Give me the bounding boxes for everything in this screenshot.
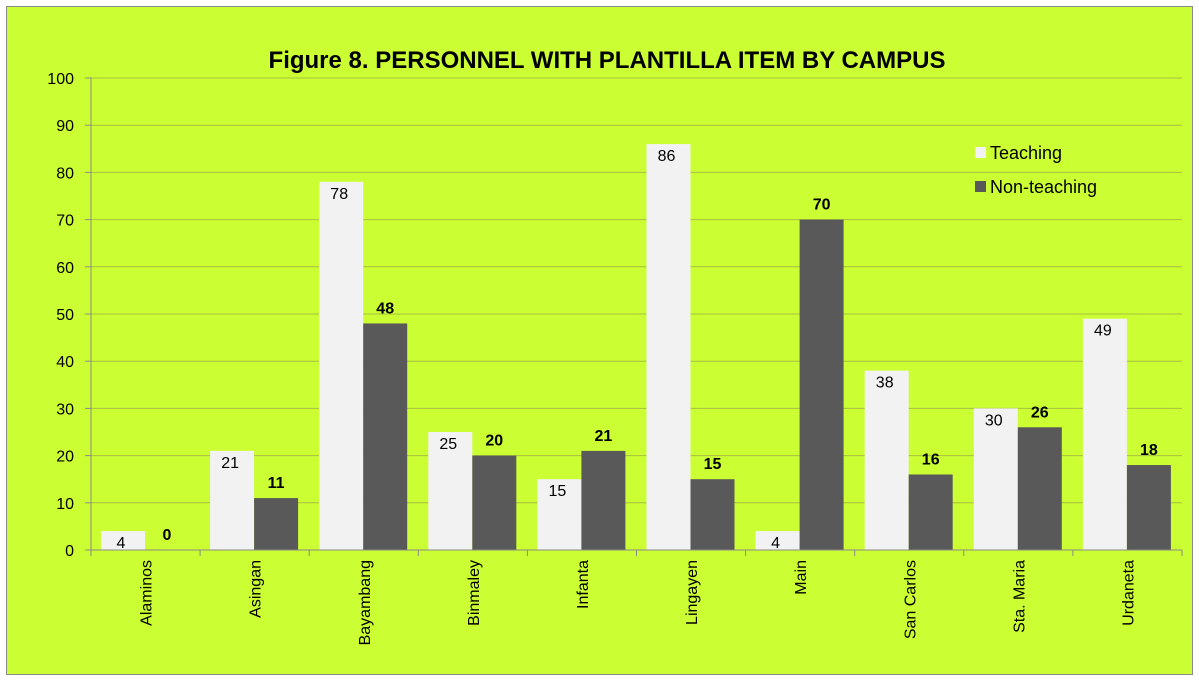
data-label-non-teaching-bayambang: 48 xyxy=(376,300,394,317)
bar-non-teaching-bayambang xyxy=(363,323,408,550)
data-label-non-teaching-alaminos: 0 xyxy=(163,527,172,544)
bar-non-teaching-infanta xyxy=(581,450,626,550)
bar-teaching-bayambang xyxy=(319,181,364,550)
x-tick-label-sta-maria: Sta. Maria xyxy=(1011,560,1028,633)
data-label-teaching-urdaneta: 49 xyxy=(1094,323,1112,340)
data-label-teaching-sta-maria: 30 xyxy=(985,412,1003,429)
data-label-teaching-san-carlos: 38 xyxy=(876,375,894,392)
y-tick-label-40: 40 xyxy=(56,354,74,371)
data-label-non-teaching-main: 70 xyxy=(813,197,831,214)
x-tick-label-main: Main xyxy=(793,560,810,595)
bar-non-teaching-binmaley xyxy=(472,455,517,550)
bar-teaching-infanta xyxy=(537,479,582,550)
chart-title: Figure 8. PERSONNEL WITH PLANTILLA ITEM … xyxy=(269,47,946,74)
bars xyxy=(101,144,1171,551)
data-label-teaching-binmaley: 25 xyxy=(439,436,457,453)
bar-teaching-alaminos xyxy=(101,531,145,550)
chart-background xyxy=(6,6,1193,675)
data-label-non-teaching-infanta: 21 xyxy=(595,428,613,445)
y-tick-label-80: 80 xyxy=(56,165,74,182)
x-tick-label-urdaneta: Urdaneta xyxy=(1120,560,1137,626)
data-label-teaching-asingan: 21 xyxy=(221,455,239,472)
legend: Teaching Non-teaching xyxy=(975,143,1097,197)
bar-non-teaching-asingan xyxy=(254,498,299,550)
y-tick-label-50: 50 xyxy=(56,307,74,324)
y-tick-label-10: 10 xyxy=(56,496,74,513)
data-labels: 4 0 21 11 78 48 25 20 15 21 86 15 4 70 38 16 30 26 49 18 xyxy=(117,148,1158,552)
data-label-teaching-bayambang: 78 xyxy=(330,186,348,203)
legend-swatch-teaching xyxy=(975,147,986,158)
x-tick-label-alaminos: Alaminos xyxy=(139,560,156,626)
legend-label-non-teaching: Non-teaching xyxy=(990,177,1097,197)
y-tick-label-20: 20 xyxy=(56,449,74,466)
data-label-teaching-infanta: 15 xyxy=(549,483,567,500)
x-tick-label-bayambang: Bayambang xyxy=(357,560,374,645)
y-tick-label-30: 30 xyxy=(56,401,74,418)
bar-non-teaching-sta-maria xyxy=(1017,427,1062,550)
data-label-teaching-main: 4 xyxy=(771,535,780,552)
data-label-non-teaching-urdaneta: 18 xyxy=(1140,442,1158,459)
bar-teaching-binmaley xyxy=(428,432,473,550)
bar-non-teaching-lingayen xyxy=(690,479,735,550)
data-label-non-teaching-asingan: 11 xyxy=(268,475,285,492)
x-tick-label-lingayen: Lingayen xyxy=(684,560,701,625)
data-label-teaching-alaminos: 4 xyxy=(117,535,126,552)
data-label-teaching-lingayen: 86 xyxy=(658,148,676,165)
bar-teaching-sta-maria xyxy=(973,408,1018,550)
x-tick-label-binmaley: Binmaley xyxy=(466,560,483,626)
bar-non-teaching-urdaneta xyxy=(1126,465,1171,550)
x-tick-label-san-carlos: San Carlos xyxy=(902,560,919,639)
legend-swatch-non-teaching xyxy=(975,181,986,192)
x-tick-label-infanta: Infanta xyxy=(575,560,592,609)
y-tick-label-0: 0 xyxy=(65,543,74,560)
bar-non-teaching-main xyxy=(799,219,844,550)
data-label-non-teaching-sta-maria: 26 xyxy=(1031,404,1049,421)
data-label-non-teaching-lingayen: 15 xyxy=(704,456,722,473)
bar-teaching-lingayen xyxy=(646,144,691,550)
legend-label-teaching: Teaching xyxy=(990,143,1062,163)
y-tick-label-60: 60 xyxy=(56,260,74,277)
bar-teaching-asingan xyxy=(210,450,255,550)
y-tick-label-100: 100 xyxy=(47,71,74,88)
bar-teaching-urdaneta xyxy=(1082,318,1127,550)
bar-teaching-main xyxy=(755,531,800,550)
data-label-non-teaching-san-carlos: 16 xyxy=(922,451,940,468)
bar-non-teaching-san-carlos xyxy=(908,474,953,550)
y-tick-label-90: 90 xyxy=(56,118,74,135)
data-label-non-teaching-binmaley: 20 xyxy=(485,433,503,450)
x-tick-label-asingan: Asingan xyxy=(248,560,265,618)
bar-teaching-san-carlos xyxy=(864,370,909,550)
y-tick-label-70: 70 xyxy=(56,213,74,230)
